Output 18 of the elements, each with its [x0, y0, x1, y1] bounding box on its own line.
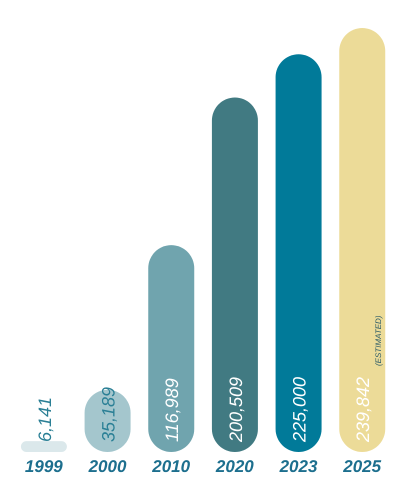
x-tick-label: 2025 — [342, 457, 382, 476]
x-tick-label: 1999 — [24, 457, 64, 476]
x-tick-label: 2023 — [278, 457, 318, 476]
data-label: 35,189 — [98, 386, 119, 442]
x-tick-label: 2010 — [151, 457, 191, 476]
x-tick-label: 2020 — [214, 457, 254, 476]
data-label: 225,000 — [290, 376, 310, 443]
bar — [148, 245, 194, 452]
data-label: 116,989 — [162, 378, 182, 442]
data-label: 239,842 — [353, 376, 374, 443]
bar — [276, 54, 322, 452]
bar — [20, 441, 67, 452]
data-label: 6,141 — [34, 396, 55, 442]
data-label: 200,509 — [226, 376, 246, 443]
bar — [339, 28, 386, 452]
bar — [212, 98, 258, 452]
annotation: (ESTIMATED) — [374, 315, 384, 366]
x-tick-label: 2000 — [88, 457, 127, 476]
